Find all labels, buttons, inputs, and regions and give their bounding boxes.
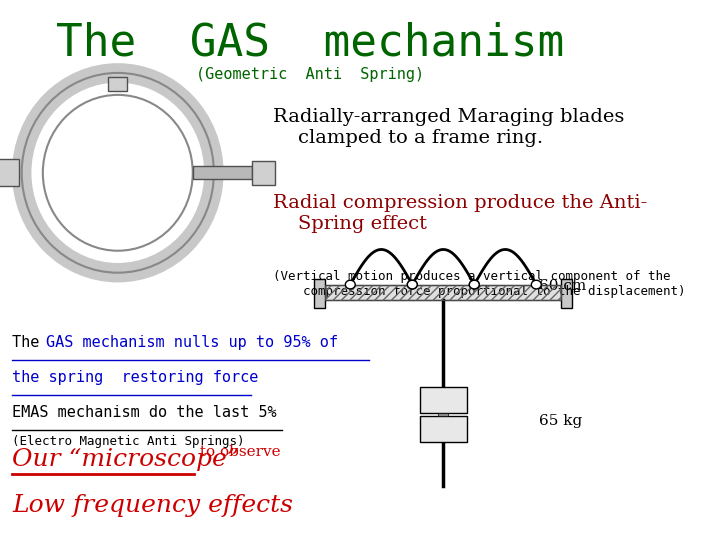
Bar <box>193 166 252 179</box>
Text: 60 cm: 60 cm <box>539 279 587 293</box>
Circle shape <box>531 280 541 289</box>
Text: the spring  restoring force: the spring restoring force <box>12 370 258 385</box>
Bar <box>420 387 467 413</box>
Bar <box>561 279 572 308</box>
Text: GAS mechanism nulls up to 95% of: GAS mechanism nulls up to 95% of <box>46 335 338 350</box>
Circle shape <box>408 280 418 289</box>
Bar <box>109 77 127 91</box>
Bar <box>438 413 449 416</box>
Text: to observe: to observe <box>195 446 281 460</box>
Text: Radially-arranged Maraging blades
    clamped to a frame ring.: Radially-arranged Maraging blades clampe… <box>273 108 624 147</box>
Bar <box>325 285 561 300</box>
Bar <box>420 416 467 442</box>
Circle shape <box>408 280 418 289</box>
Bar <box>252 161 275 185</box>
Text: Radial compression produce the Anti-
    Spring effect: Radial compression produce the Anti- Spr… <box>273 194 647 233</box>
Text: The  GAS  mechanism: The GAS mechanism <box>56 22 564 65</box>
Text: Our “microscope”: Our “microscope” <box>12 448 240 471</box>
Circle shape <box>469 280 480 289</box>
Bar <box>325 285 561 300</box>
Bar <box>0 159 19 186</box>
Text: EMAS mechanism do the last 5%: EMAS mechanism do the last 5% <box>12 405 277 420</box>
Text: (Electro Magnetic Anti Springs): (Electro Magnetic Anti Springs) <box>12 435 245 448</box>
Circle shape <box>469 280 480 289</box>
Text: The: The <box>12 335 49 350</box>
Circle shape <box>346 280 355 289</box>
Text: (Vertical motion produces a vertical component of the
    compression force prop: (Vertical motion produces a vertical com… <box>273 270 685 298</box>
Text: Low frequency effects: Low frequency effects <box>12 494 293 517</box>
Text: 65 kg: 65 kg <box>539 414 582 428</box>
Bar <box>315 279 325 308</box>
Text: (Geometric  Anti  Spring): (Geometric Anti Spring) <box>196 68 424 83</box>
